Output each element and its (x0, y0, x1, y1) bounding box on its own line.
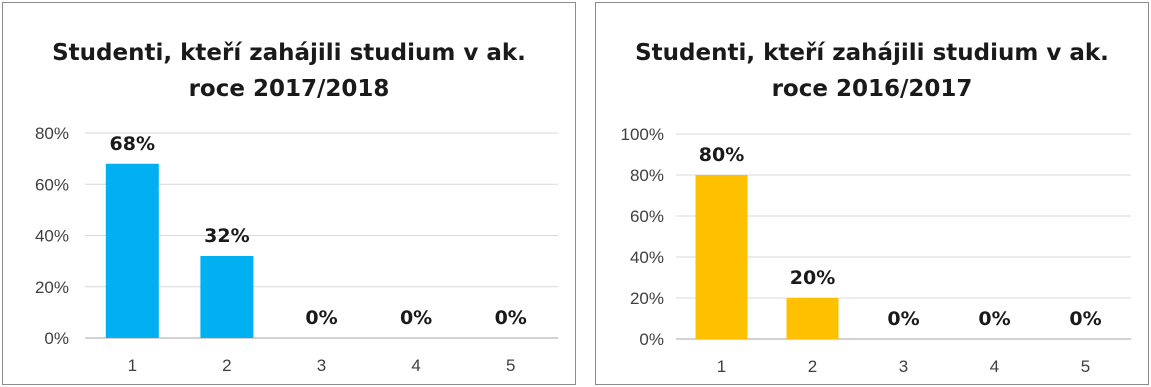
data-label: 20% (790, 267, 835, 289)
chart-right: Studenti, kteří zahájili studium v ak. r… (595, 2, 1149, 385)
x-tick-label: 4 (411, 356, 420, 375)
plot-area: 0%20%40%60%80% 68%132%20%30%40%5 (35, 124, 558, 375)
chart-title: Studenti, kteří zahájili studium v ak. r… (596, 35, 1148, 107)
data-label: 0% (1069, 308, 1101, 330)
bar (200, 256, 254, 338)
y-tick-label: 80% (35, 124, 69, 143)
data-label: 0% (887, 308, 919, 330)
x-tick-label: 3 (317, 356, 326, 375)
y-tick-label: 60% (630, 207, 664, 226)
bar (105, 163, 159, 338)
y-tick-label: 20% (630, 289, 664, 308)
data-label: 0% (495, 307, 527, 329)
plot-area: 0%20%40%60%80%100%80%120%20%30%40%5 (621, 125, 1131, 376)
bar (786, 298, 839, 339)
y-tick-label: 40% (630, 248, 664, 267)
data-label: 0% (400, 307, 432, 329)
chart-title-line-1: Studenti, kteří zahájili studium v ak. (52, 40, 526, 66)
data-label: 68% (110, 133, 155, 155)
y-tick-label: 80% (630, 166, 664, 185)
chart-title: Studenti, kteří zahájili studium v ak. r… (3, 35, 575, 107)
data-label: 0% (305, 307, 337, 329)
chart-title-line-1: Studenti, kteří zahájili studium v ak. (635, 40, 1109, 66)
x-tick-label: 2 (222, 356, 231, 375)
data-label: 0% (978, 308, 1010, 330)
x-tick-label: 1 (717, 357, 726, 376)
chart-left: Studenti, kteří zahájili studium v ak. r… (2, 2, 576, 385)
x-tick-label: 5 (1081, 357, 1090, 376)
x-tick-label: 4 (990, 357, 999, 376)
x-tick-label: 5 (506, 356, 515, 375)
y-tick-label: 0% (639, 330, 664, 349)
x-tick-label: 2 (808, 357, 817, 376)
y-tick-label: 20% (35, 278, 69, 297)
chart-title-line-2: roce 2017/2018 (188, 76, 390, 102)
y-tick-label: 60% (35, 175, 69, 194)
data-label: 32% (204, 225, 249, 247)
y-tick-label: 0% (44, 329, 69, 348)
x-tick-label: 3 (899, 357, 908, 376)
y-tick-label: 100% (621, 125, 664, 144)
data-label: 80% (699, 144, 744, 166)
y-tick-label: 40% (35, 227, 69, 246)
bar (695, 175, 748, 339)
chart-title-line-2: roce 2016/2017 (771, 76, 973, 102)
x-tick-label: 1 (128, 356, 137, 375)
